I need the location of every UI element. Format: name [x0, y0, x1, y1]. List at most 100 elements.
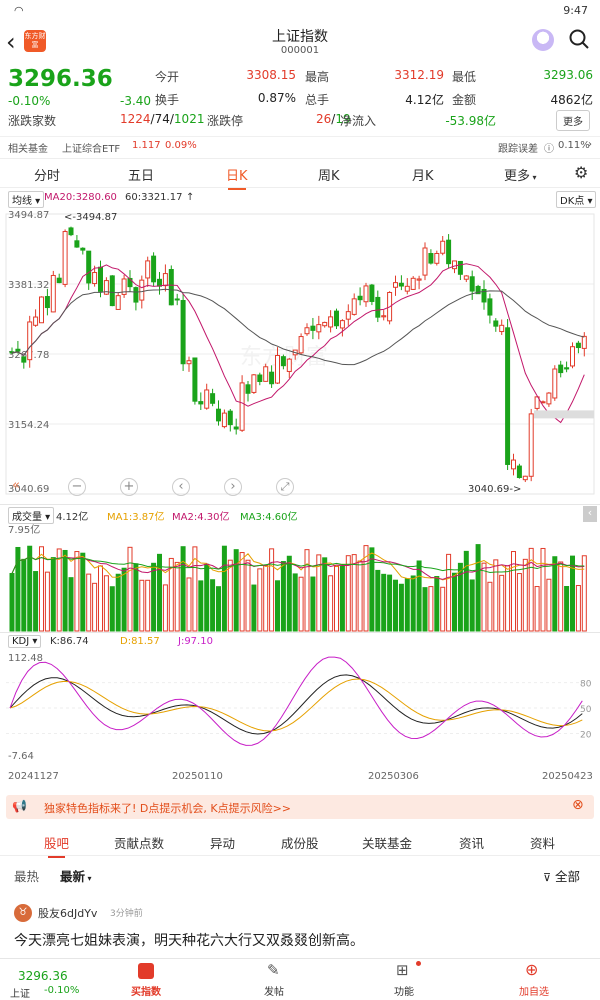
candle-body [180, 299, 186, 365]
label-net-inflow: 净流入 [340, 114, 377, 128]
change-percent: -0.10% [8, 94, 51, 108]
tab-monthly-k[interactable]: 月K [412, 169, 434, 184]
volume-bar [440, 586, 446, 632]
dk-point-button[interactable]: DK点 ▾ [556, 191, 597, 208]
volume-bar [375, 569, 381, 632]
candle-body [216, 408, 221, 422]
kdj-svg: 112.48 -7.64 80 50 20 20241127 20250110 2025030… [6, 653, 594, 782]
collapse-left-icon[interactable]: « [12, 478, 20, 493]
tab-guba[interactable]: 股吧 [44, 833, 69, 858]
tab-related-fund[interactable]: 关联基金 [362, 836, 413, 851]
candle-body [15, 348, 21, 352]
volume-bar [127, 546, 133, 632]
volume-bar [245, 559, 251, 632]
scroll-right-icon[interactable]: › [224, 478, 242, 496]
volume-bar [446, 553, 452, 632]
volume-bar [186, 577, 192, 632]
volume-bar [204, 563, 210, 632]
volume-bar [92, 582, 98, 632]
sort-new[interactable]: 最新 ▾ [60, 869, 92, 884]
candle-body [286, 358, 292, 372]
avatar[interactable]: ♉ [14, 904, 32, 922]
candle-body [322, 321, 328, 327]
tab-profile[interactable]: 资料 [530, 836, 556, 851]
candle-body [505, 327, 511, 465]
candle-body [139, 279, 145, 301]
candle-body [133, 287, 139, 303]
kdj-bottom-label: -7.64 [8, 751, 34, 762]
kdj-indicator-select[interactable]: KDJ ▾ [8, 635, 42, 648]
candle-body [570, 346, 575, 367]
tab-constituents[interactable]: 成份股 [281, 836, 319, 851]
nav-post[interactable]: 发帖 [264, 987, 284, 998]
more-button[interactable]: 更多 [556, 110, 590, 131]
robot-assistant-icon[interactable] [532, 29, 554, 51]
tab-contribution[interactable]: 贡献点数 [114, 836, 165, 851]
volume-bar [357, 560, 363, 632]
volume-bar [511, 551, 516, 632]
volume-chart[interactable]: 成交量 ▾ 4.12亿 MA1:3.87亿 MA2:4.30亿 MA3:4.60… [0, 504, 600, 632]
settings-gear-icon[interactable]: ⚙ [574, 163, 589, 182]
zoom-in-icon[interactable]: + [120, 478, 138, 496]
kdj-chart[interactable]: KDJ ▾ K:86.74 D:81.57 J:97.10 112.48 -7.6… [0, 632, 600, 784]
promo-banner[interactable]: 📢 独家特色指标来了! D点提示机会, K点提示风险>> ⊗ [6, 795, 594, 819]
volume-bar [233, 549, 239, 632]
add-watchlist-icon[interactable]: ⊕ [525, 960, 539, 979]
candle-body [345, 311, 351, 320]
indicator-select[interactable]: 均线 ▾ [8, 191, 45, 208]
chart-trend-icon[interactable] [138, 963, 154, 979]
tab-intraday[interactable]: 分时 [34, 169, 61, 184]
volume-bar [27, 545, 33, 632]
candle-body [316, 324, 322, 333]
kline-svg: 3494.873381.323267.783154.243040.69东方财富<… [5, 210, 595, 495]
fullscreen-icon[interactable]: ⤢ [276, 478, 294, 496]
candle-body [227, 410, 233, 426]
tab-daily-k[interactable]: 日K [226, 165, 248, 190]
date-label: 20250110 [172, 771, 223, 782]
tab-5day[interactable]: 五日 [128, 169, 155, 184]
nav-add-watchlist[interactable]: 加自选 [519, 987, 549, 998]
candle-body [375, 296, 381, 318]
kline-chart[interactable]: 均线 ▾ MA20:3280.60 60:3321.17 ↑ DK点 ▾ 349… [0, 188, 600, 504]
tab-more[interactable]: 更多 ▾ [504, 169, 537, 184]
candle-body [393, 282, 398, 288]
zoom-out-icon[interactable]: − [68, 478, 86, 496]
expand-left-icon[interactable]: ‹ [583, 506, 597, 522]
close-icon[interactable]: ⊗ [572, 797, 584, 813]
nav-buy-index[interactable]: 买指数 [131, 987, 161, 998]
ma20-line [11, 263, 585, 424]
date-label: 20241127 [8, 771, 59, 782]
candle-body [92, 272, 98, 285]
content-tabs: 股吧 贡献点数 异动 成份股 关联基金 资讯 资料 [0, 828, 600, 858]
back-icon[interactable]: ‹ [6, 28, 16, 56]
tab-movement[interactable]: 异动 [210, 836, 236, 851]
sort-hot[interactable]: 最热 [14, 869, 40, 884]
help-icon[interactable]: ⓘ [544, 144, 554, 155]
grid-menu-icon[interactable]: ⊞ [396, 961, 409, 979]
search-icon[interactable] [568, 28, 590, 50]
arrow-up-icon: ↑ [186, 192, 195, 203]
scroll-left-icon[interactable]: ‹ [172, 478, 190, 496]
volume-bar [192, 546, 198, 632]
volume-bar [457, 562, 463, 632]
tab-news[interactable]: 资讯 [459, 836, 485, 851]
volume-bar [428, 586, 434, 632]
candle-body [357, 295, 363, 301]
related-fund-row[interactable]: 相关基金 上证综合ETF 1.117 0.09% 跟踪误差 ⓘ 0.11% › [0, 136, 600, 156]
edit-post-icon[interactable]: ✎ [267, 961, 280, 979]
post-user[interactable]: 股友6dJdYv [38, 907, 98, 920]
candle-body [109, 275, 115, 307]
candle-body [204, 389, 210, 409]
kdj-top-label: 112.48 [8, 653, 43, 664]
post-item[interactable]: ♉ 股友6dJdYv 3分钟前 今天漂亮七姐妹表演，明天种花六大行又双叒叕创新高… [0, 900, 600, 956]
value-turnover: 0.87% [257, 91, 296, 105]
banner-text: 独家特色指标来了! D点提示机会, K点提示风险>> [44, 802, 292, 815]
nav-functions[interactable]: 功能 [394, 987, 414, 998]
volume-bar [410, 575, 416, 632]
value-net-inflow: -53.98亿 [445, 114, 496, 128]
volume-bar [499, 574, 505, 632]
tab-weekly-k[interactable]: 周K [318, 169, 340, 184]
filter-button[interactable]: ⊽ 全部 [543, 869, 581, 884]
candle-body [481, 288, 487, 303]
volume-indicator-select[interactable]: 成交量 ▾ [8, 507, 55, 524]
